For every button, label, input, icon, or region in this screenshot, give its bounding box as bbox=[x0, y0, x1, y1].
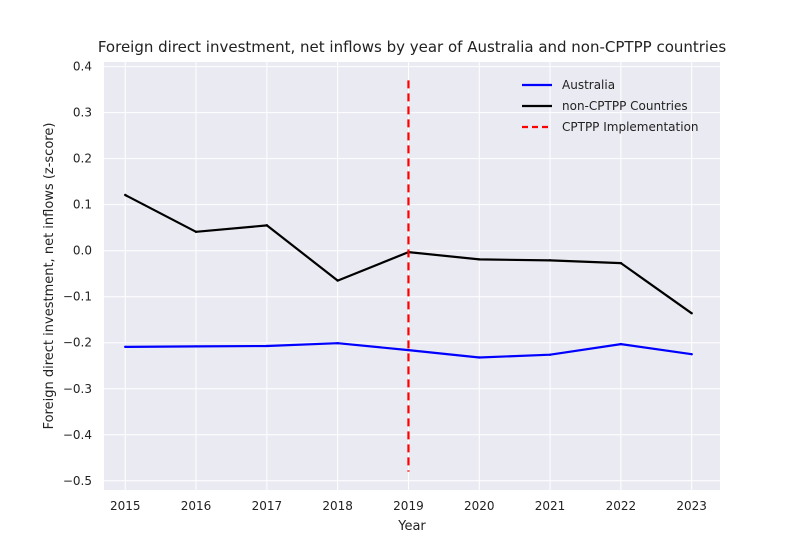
x-axis-ticks: 2015 2016 2017 2018 2019 2020 2021 2022 2023 bbox=[110, 499, 707, 513]
y-axis-label: Foreign direct investment, net inflows (… bbox=[42, 123, 57, 430]
x-tick-label: 2022 bbox=[606, 499, 637, 513]
data-point-non-cptpp-countries bbox=[690, 312, 693, 315]
y-tick-label: 0.4 bbox=[73, 60, 92, 74]
data-point-australia bbox=[194, 345, 198, 348]
x-tick-label: 2015 bbox=[110, 499, 141, 513]
data-point-non-cptpp-countries bbox=[336, 279, 339, 282]
legend: Australia non-CPTPP Countries CPTPP Implem… bbox=[522, 78, 699, 134]
data-point-australia bbox=[690, 353, 693, 356]
data-point-australia bbox=[619, 342, 623, 346]
y-tick-label: −0.3 bbox=[63, 382, 92, 396]
legend-label: Australia bbox=[562, 78, 615, 92]
data-point-non-cptpp-countries bbox=[478, 258, 481, 261]
data-point-non-cptpp-countries bbox=[548, 259, 552, 262]
data-point-australia bbox=[336, 341, 339, 345]
x-tick-label: 2018 bbox=[322, 499, 353, 513]
x-tick-label: 2020 bbox=[464, 499, 495, 513]
x-tick-label: 2017 bbox=[252, 499, 283, 513]
legend-label: non-CPTPP Countries bbox=[562, 99, 688, 113]
x-axis-label: Year bbox=[397, 519, 426, 534]
y-axis-ticks: 0.4 0.3 0.2 0.1 0.0 −0.1 −0.2 −0.3 −0.4 −0.5 bbox=[63, 60, 92, 488]
x-tick-label: 2023 bbox=[676, 499, 707, 513]
y-tick-label: −0.2 bbox=[63, 336, 92, 350]
x-tick-label: 2016 bbox=[181, 499, 212, 513]
data-point-non-cptpp-countries bbox=[619, 261, 623, 265]
data-point-non-cptpp-countries bbox=[194, 230, 198, 234]
y-tick-label: −0.4 bbox=[63, 428, 92, 442]
x-tick-label: 2019 bbox=[393, 499, 424, 513]
data-point-australia bbox=[407, 348, 410, 352]
data-point-australia bbox=[265, 344, 269, 348]
data-point-non-cptpp-countries bbox=[265, 224, 269, 227]
chart-title: Foreign direct investment, net inflows b… bbox=[98, 38, 726, 56]
y-tick-label: −0.5 bbox=[63, 474, 92, 488]
data-point-australia bbox=[548, 353, 552, 356]
data-point-non-cptpp-countries bbox=[124, 193, 127, 197]
y-tick-label: 0.3 bbox=[73, 106, 92, 120]
data-point-australia bbox=[124, 345, 127, 349]
y-tick-label: −0.1 bbox=[63, 290, 92, 304]
legend-label: CPTPP Implementation bbox=[562, 120, 699, 134]
y-tick-label: 0.0 bbox=[73, 244, 92, 258]
plot-area bbox=[104, 62, 720, 490]
x-tick-label: 2021 bbox=[535, 499, 566, 513]
data-point-australia bbox=[478, 356, 481, 359]
y-tick-label: 0.1 bbox=[73, 198, 92, 212]
y-tick-label: 0.2 bbox=[73, 152, 92, 166]
